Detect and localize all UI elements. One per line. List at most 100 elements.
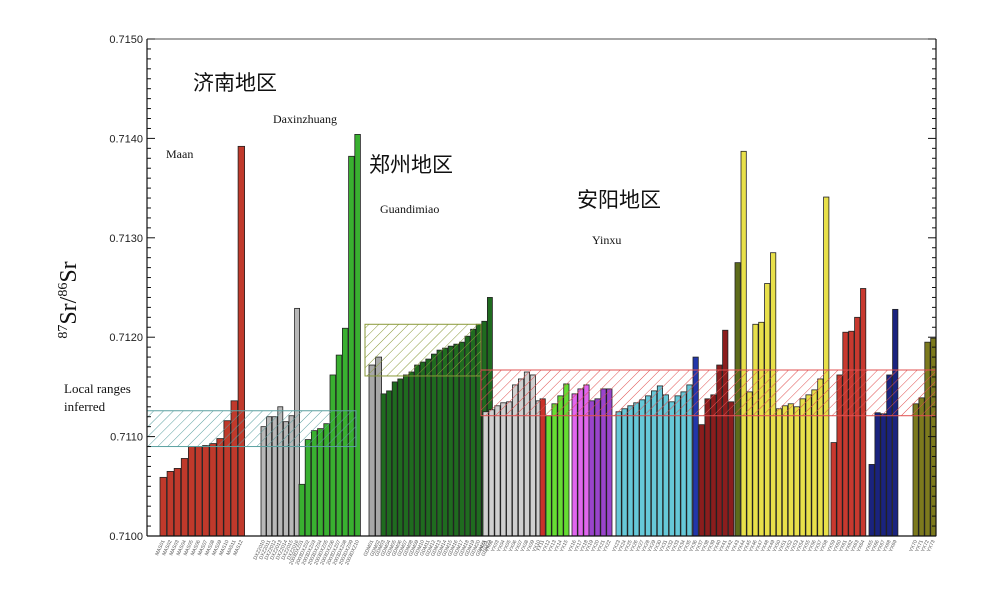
region-title-zhengzhou: 郑州地区 — [369, 153, 453, 177]
bar-yinxu-cyan-2 — [621, 408, 628, 537]
bar-yinxu-red2-4 — [848, 330, 855, 537]
category-label: YX45 — [742, 539, 753, 553]
bar-guandimiao2-6 — [408, 371, 415, 537]
category-label: YX65 — [864, 539, 875, 553]
category-label: YX10 — [531, 539, 542, 553]
category-label: YX22 — [602, 539, 613, 553]
bar-yinxu-yellow-4 — [758, 321, 765, 537]
category-label: YX23 — [611, 539, 622, 553]
bar-maan-5 — [187, 446, 196, 537]
bar-yinxu-olive2-2 — [918, 397, 925, 537]
bar-guandimiao1-1 — [368, 364, 376, 537]
bar-yinxu-olive2-1 — [912, 403, 919, 537]
bar-yinxu-yellow-9 — [787, 403, 794, 537]
bar-yinxu-cyan-5 — [639, 399, 646, 537]
category-label: YX70 — [908, 539, 919, 553]
bar-guandimiao2-3 — [391, 381, 398, 537]
bar-yinxu-navy-1 — [868, 464, 875, 537]
bar-daxinzhuang2-9 — [348, 155, 355, 537]
bar-guandimiao2-2 — [386, 390, 393, 537]
category-label: YX28 — [641, 539, 652, 553]
category-label: YX29 — [647, 539, 658, 553]
bar-yinxu-yellow-10 — [793, 406, 800, 537]
bar-yinxu-cyan-6 — [645, 395, 652, 537]
bar-yinxu-grey-5 — [506, 401, 513, 537]
category-label: YX14 — [553, 539, 564, 553]
category-label: YX18 — [579, 539, 590, 553]
category-label: YX40 — [712, 539, 723, 553]
bar-yinxu-yellow-8 — [781, 405, 788, 537]
category-label: YX20 — [590, 539, 601, 553]
bar-maan-1 — [159, 476, 167, 537]
local-range-band-jinan — [146, 410, 357, 448]
bar-yinxu-purple-2 — [594, 398, 601, 537]
bar-yinxu-yellow-3 — [752, 323, 759, 537]
bar-yinxu-red2-5 — [854, 316, 861, 537]
category-label: YX06 — [508, 539, 519, 553]
category-label: YX67 — [876, 539, 887, 553]
bar-yinxu-darkred-6 — [728, 401, 735, 537]
category-label: YX35 — [682, 539, 693, 553]
site-label-guandimiao: Guandimiao — [380, 202, 439, 216]
bar-yinxu-cyan-3 — [627, 405, 634, 537]
category-label: YX69 — [888, 539, 899, 553]
bar-daxinzhuang2-10 — [354, 134, 361, 537]
bar-maan-8 — [209, 443, 217, 537]
y-tick-label: 0.7140 — [109, 133, 143, 145]
bar-maan-6 — [195, 446, 203, 537]
bar-guandimiao2-5 — [402, 374, 409, 537]
category-label: YX59 — [826, 539, 837, 553]
category-label: YX56 — [807, 539, 818, 553]
bar-maan-4 — [180, 458, 189, 537]
site-label-yinxu: Yinxu — [592, 233, 621, 247]
bar-yinxu-yellow-1 — [740, 150, 747, 537]
bar-yinxu-grey-2 — [488, 409, 495, 537]
bar-yinxu-grey-1 — [482, 411, 489, 537]
bar-yinxu-yellow-11 — [799, 398, 806, 537]
category-label: YX05 — [502, 539, 513, 553]
bar-yinxu-darkred-5 — [722, 329, 729, 537]
category-label: YX66 — [870, 539, 881, 553]
category-label: YX17 — [573, 539, 584, 553]
bar-yinxu-navy-2 — [874, 412, 881, 537]
category-label: YX31 — [659, 539, 670, 553]
category-label: YX38 — [700, 539, 711, 553]
bar-yinxu-yellow-15 — [823, 196, 830, 537]
site-label-daxinzhuang: Daxinzhuang — [273, 112, 337, 126]
bar-daxinzhuang2-2 — [304, 439, 312, 537]
y-tick-label: 0.7130 — [109, 233, 143, 245]
category-label: YX09 — [526, 539, 537, 553]
bar-yinxu-grey-4 — [500, 402, 507, 537]
category-label: YX58 — [819, 539, 830, 553]
local-range-bands — [146, 323, 937, 448]
category-label: YX43 — [730, 539, 741, 553]
y-axis-label-el2: Sr — [56, 261, 82, 282]
bar-yinxu-cyan-1 — [615, 411, 622, 537]
y-tick-label: 0.7120 — [109, 332, 143, 344]
category-label: YX42 — [724, 539, 735, 553]
category-label: YX04 — [496, 539, 507, 553]
category-label: YX44 — [736, 539, 747, 553]
y-axis-label-iso1: 87 — [56, 325, 71, 339]
category-label: YX02 — [484, 539, 495, 553]
category-label: YX49 — [766, 539, 777, 553]
category-label: YX21 — [596, 539, 607, 553]
local-range-band-zhengzhou — [364, 323, 482, 377]
bar-guandimiao2-11 — [436, 349, 443, 537]
category-labels: MAS01MAS02MAS03MAS04MAS05MAS06MAS07MAS08… — [154, 539, 937, 566]
bar-guandimiao2-1 — [380, 393, 387, 537]
category-label: YX73 — [926, 539, 937, 553]
category-label: YX08 — [520, 539, 531, 553]
y-axis-label-el1: Sr — [56, 303, 82, 324]
category-label: YX36 — [688, 539, 699, 553]
category-label: YX13 — [547, 539, 558, 553]
category-label: YX01 — [478, 539, 489, 553]
y-axis-label: 87Sr/86Sr — [56, 261, 82, 338]
category-label: YX46 — [748, 539, 759, 553]
category-label: YX61 — [838, 539, 849, 553]
site-label-maan: Maan — [166, 147, 193, 161]
bar-yinxu-darkred-2 — [704, 398, 711, 537]
category-label: YX50 — [772, 539, 783, 553]
category-label: YX54 — [795, 539, 806, 553]
bar-guandimiao2-4 — [397, 378, 404, 537]
